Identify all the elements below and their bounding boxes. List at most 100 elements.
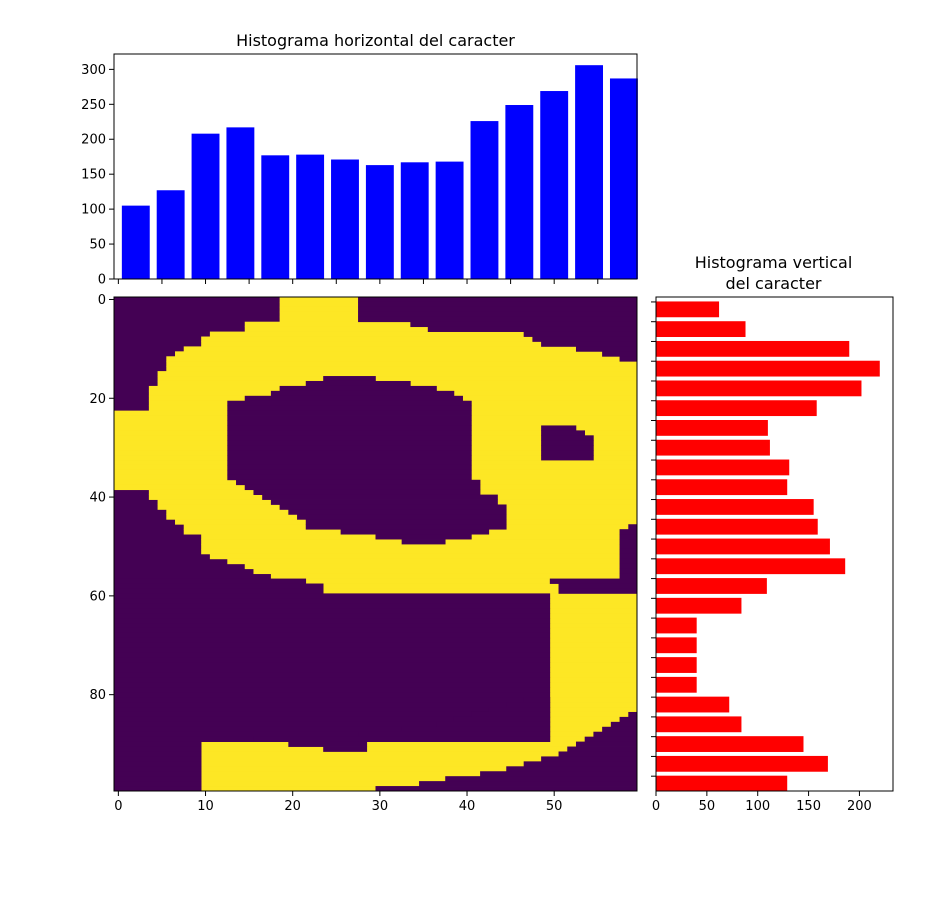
y-tick-label: 60 <box>89 589 106 604</box>
background-pixel-run <box>114 672 551 678</box>
character-pixel-run <box>549 697 638 703</box>
background-pixel-run <box>114 593 551 599</box>
background-pixel-run <box>114 598 551 604</box>
vertical-histogram-bar <box>656 716 742 733</box>
background-pixel-run <box>541 756 638 762</box>
background-pixel-run <box>253 736 551 742</box>
background-pixel-run <box>227 415 472 421</box>
character-pixel-run <box>323 583 559 589</box>
vertical-histogram-bar <box>656 736 804 752</box>
background-pixel-run <box>541 435 594 441</box>
background-pixel-run <box>244 484 481 491</box>
background-pixel-run <box>541 430 585 436</box>
character-pixel-run <box>253 568 629 575</box>
background-pixel-run <box>358 731 551 738</box>
character-image-panel: 0 10 20 30 40 50 0 20 40 60 80 <box>89 293 638 814</box>
background-pixel-run <box>253 489 481 495</box>
vertical-histogram-bar <box>656 578 767 594</box>
vertical-histogram-bar <box>656 637 697 654</box>
vertical-histogram-bar <box>656 459 790 476</box>
background-pixel-run <box>114 707 551 713</box>
y-tick-label: 50 <box>89 238 106 253</box>
background-pixel-run <box>114 637 551 644</box>
x-tick-label: 10 <box>197 799 214 814</box>
y-tick-label: 20 <box>89 392 106 407</box>
background-pixel-run <box>227 440 472 446</box>
background-pixel-run <box>619 568 638 575</box>
x-tick-label: 100 <box>745 799 770 814</box>
horizontal-histogram-bar <box>156 190 185 279</box>
character-pixel-run <box>201 741 638 747</box>
background-pixel-run <box>227 405 472 412</box>
background-pixel-run <box>619 716 638 723</box>
character-pixel-run <box>201 756 638 762</box>
background-pixel-run <box>114 721 551 728</box>
character-pixel-run <box>549 637 638 644</box>
background-pixel-run <box>401 726 551 733</box>
background-pixel-run <box>575 346 638 352</box>
background-pixel-run <box>619 573 638 579</box>
x-tick-label: 20 <box>284 799 301 814</box>
background-pixel-run <box>619 563 638 570</box>
background-pixel-run <box>114 711 551 718</box>
background-pixel-run <box>114 741 202 747</box>
background-pixel-run <box>114 781 202 787</box>
y-tick-label: 200 <box>81 133 106 148</box>
background-pixel-run <box>549 578 638 584</box>
background-pixel-run <box>244 395 463 402</box>
character-pixel-run <box>166 356 620 362</box>
background-pixel-run <box>410 321 638 328</box>
background-pixel-run <box>619 539 638 545</box>
character-pixel-run <box>209 331 524 337</box>
background-pixel-run <box>227 410 472 416</box>
background-pixel-run <box>305 524 507 530</box>
background-pixel-run <box>114 647 551 654</box>
vertical-histogram-bars <box>656 301 880 792</box>
character-pixel-run <box>549 707 638 713</box>
background-pixel-run <box>227 455 472 461</box>
background-pixel-run <box>114 608 551 614</box>
background-pixel-run <box>279 385 437 392</box>
horizontal-histogram-frame <box>113 53 638 280</box>
x-tick-label: 0 <box>114 799 122 814</box>
background-pixel-run <box>401 539 446 545</box>
background-pixel-run <box>375 534 472 540</box>
background-pixel-run <box>619 544 638 550</box>
horizontal-histogram-bar <box>470 121 499 279</box>
character-pixel-run <box>549 618 638 624</box>
horizontal-histogram-x-ticks <box>117 279 599 284</box>
background-pixel-run <box>279 504 507 510</box>
character-pixel-run <box>227 558 629 565</box>
vertical-histogram-bar <box>656 360 880 377</box>
horizontal-histogram-bar <box>540 91 569 279</box>
background-pixel-run <box>558 583 638 589</box>
character-pixel-run <box>549 598 638 604</box>
horizontal-histogram-bar <box>365 165 394 279</box>
background-pixel-run <box>114 692 551 698</box>
vertical-histogram-panel: Histograma vertical del caracter 0 50 100 15… <box>651 253 894 814</box>
vertical-histogram-bar <box>656 380 862 397</box>
background-pixel-run <box>114 751 202 757</box>
character-pixel-run <box>201 771 638 777</box>
y-tick-label: 250 <box>81 98 106 113</box>
character-pixel-run <box>549 682 638 688</box>
y-tick-label: 40 <box>89 491 106 506</box>
vertical-histogram-bar <box>656 617 697 634</box>
background-pixel-run <box>558 588 638 594</box>
background-pixel-run <box>114 677 551 683</box>
character-pixel-run <box>549 687 638 693</box>
background-pixel-run <box>305 519 507 525</box>
character-pixel-run <box>549 702 638 708</box>
background-pixel-run <box>358 316 638 323</box>
character-pixel-run <box>279 297 359 303</box>
character-pixel-run <box>323 588 559 594</box>
character-pixel-run <box>549 726 638 733</box>
background-pixel-run <box>619 548 638 555</box>
background-pixel-run <box>227 460 472 466</box>
background-pixel-run <box>375 786 638 792</box>
vertical-histogram-y-ticks <box>651 301 656 777</box>
vertical-histogram-bar <box>656 499 814 515</box>
background-pixel-run <box>541 450 594 456</box>
vertical-histogram-title-line: Histograma vertical <box>695 253 853 272</box>
background-pixel-run <box>114 627 551 634</box>
